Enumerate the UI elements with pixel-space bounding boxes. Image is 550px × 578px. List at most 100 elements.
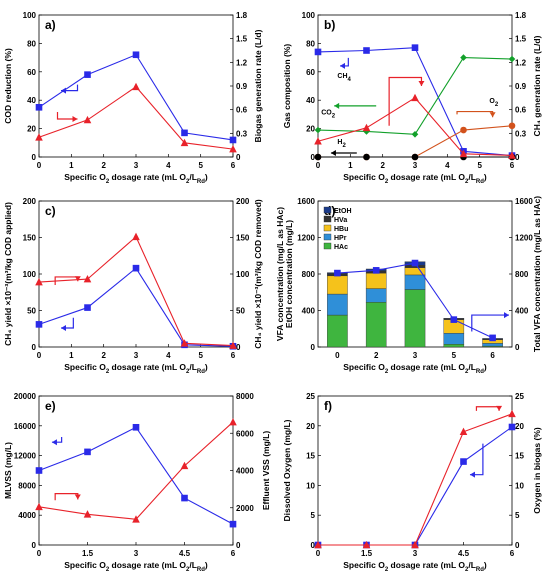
right-series-line [318,413,513,546]
x-tick-label: 0 [37,549,42,558]
h-series-point [314,153,322,161]
right-series-line [38,235,234,347]
right-axis-arrow [54,492,79,501]
y-tick-label: 20000 [14,392,37,401]
right-series-point [35,277,43,286]
o2-arrow [456,110,494,118]
right-series-point [459,149,468,158]
y-tick-label: 80 [306,39,315,48]
y-right-tick-label: 0.6 [236,106,248,115]
o2-label: O2 [489,98,498,108]
total-vfa-point [411,259,419,267]
x-tick-label: 1 [69,351,74,360]
y-tick-label: 0 [311,343,316,352]
y-right-tick-label: 6000 [236,429,254,438]
total-vfa-point [450,316,458,323]
right-series-point [35,133,43,141]
total-vfa-point [372,267,380,274]
right-axis-arrow [475,406,500,411]
right-series-point [411,93,419,102]
y-tick-label: 60 [306,68,315,77]
x-tick-label: 0 [37,351,42,360]
x-tick-label: 4.5 [458,549,470,558]
right-series-point [132,82,140,91]
x-tick-label: 2 [101,351,106,360]
y-right-tick-label: 0.9 [515,82,527,91]
y-right-tick-label: 0.6 [515,106,527,115]
y-tick-label: 12000 [14,452,37,461]
y-right-tick-label: 20 [515,422,524,431]
x-tick-label: 1 [69,161,74,170]
bar-segment-hpr [404,274,426,290]
y-right-tick-label: 1.8 [515,11,527,20]
panel-a: 0 20 40 60 80 100 0 0.3 0.6 0.9 1.2 1.5 1.8 0 1 2 3 4 5 6 Sp… [3,11,263,185]
y-tick-label: 0 [32,343,37,352]
ch4-rate-arrow-head [418,81,425,86]
y-right-tick-label: 0 [236,541,241,550]
left-series-point [84,71,91,78]
panel-label: a) [45,18,56,32]
x-tick-label: 0 [316,549,321,558]
x-tick-label: 5 [198,351,203,360]
ch-series-point [363,47,370,54]
y-right-axis-label: Oxygen in biogas (%) [532,427,542,514]
y-right-tick-label: 100 [236,270,250,279]
y-tick-label: 800 [302,270,316,279]
right-series-point [459,427,468,436]
y-tick-label: 25 [306,392,315,401]
o-series-point [508,122,516,130]
y-right-tick-label: 8000 [236,392,254,401]
y-right-tick-label: 0.3 [515,129,527,138]
ch4-label: CH4 [337,73,351,83]
left-series-point [132,423,140,431]
y-tick-label: 40 [306,96,315,105]
x-tick-label: 1.5 [361,549,373,558]
bar-segment-hpr [482,343,503,347]
o-series-point [460,126,467,134]
y-right-axis-label: Effluent VSS (mg/L) [261,431,271,511]
x-axis-label: Specific O2 dosage rate (mL O2/LRd) [64,362,208,375]
bar-segment-hbu [365,272,387,289]
co-series-point [460,54,467,61]
x-tick-label: 5 [198,161,203,170]
legend: EtOH HVa HBu HPr HAc [323,206,352,251]
x-tick-label: 6 [490,351,495,360]
right-series-line [38,421,234,520]
left-series-point [229,520,237,528]
legend-swatch-hva [323,215,332,223]
y-right-tick-label: 1.8 [236,11,248,20]
y-tick-label: 15 [306,452,315,461]
y-tick-label: 20 [27,125,36,134]
x-tick-label: 5 [452,351,457,360]
right-series-point [411,540,419,549]
y-tick-label: 40 [27,96,36,105]
y-right-tick-label: 1200 [515,234,533,243]
bar-segment-hac [404,289,426,348]
y-right-axis-label: Biogas generation rate (L/d) [253,29,263,142]
x-tick-label: 3 [413,161,418,170]
y-right-tick-label: 0.3 [236,129,248,138]
y-axis-label-2: EtOH concentration (mg/L) [284,220,294,328]
co2-label: CO2 [321,109,336,119]
x-axis-label: Specific O2 dosage rate (mL O2/LRd) [64,172,208,185]
right-axis-arrow-head [504,312,509,319]
y-right-tick-label: 200 [236,197,250,206]
y-axis-label: CH₄ yield ×10⁻³(m³/kg COD applied) [3,202,13,346]
y-right-tick-label: 0 [236,343,241,352]
x-tick-label: 2 [374,351,379,360]
y-tick-label: 400 [302,307,316,316]
left-axis-arrow [61,84,79,92]
legend-swatch-hbu [323,224,332,232]
y-tick-label: 20 [306,422,315,431]
left-series-point [460,458,467,465]
legend-swatch-hpr [323,233,332,241]
bar-segment-hac [443,344,465,348]
x-tick-label: 0 [335,351,340,360]
right-axis-arrow-head [72,116,78,122]
y-right-tick-label: 1600 [515,197,533,206]
legend-swatch-etoh [323,206,332,214]
panel-label: e) [45,399,56,413]
right-series-point [35,502,43,511]
y-tick-label: 0 [32,541,37,550]
left-axis-arrow-head [61,325,66,332]
